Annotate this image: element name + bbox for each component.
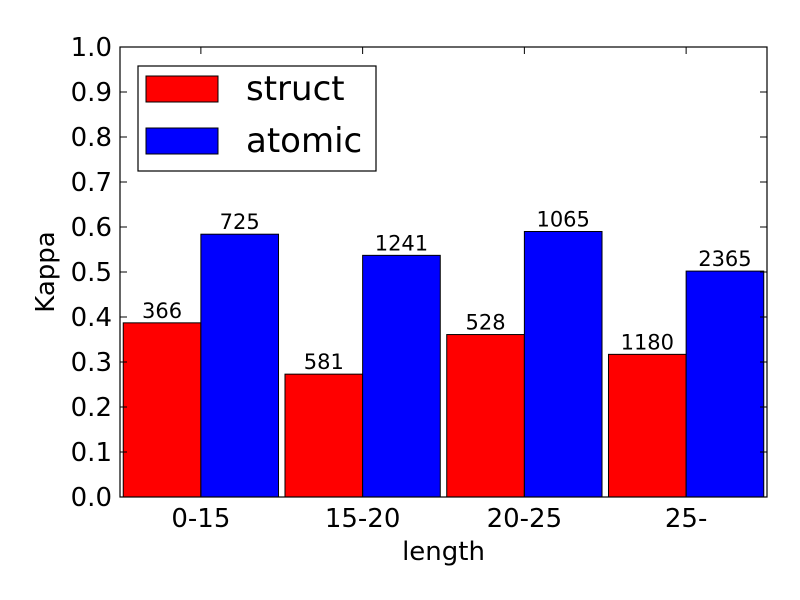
x-tick-label-20-25: 20-25: [487, 504, 563, 534]
y-tick-label: 0.3: [71, 348, 112, 378]
bar-struct-2: [446, 334, 525, 498]
bar-atomic-2: [523, 231, 603, 498]
data-label-struct-0: 366: [142, 299, 182, 323]
legend-label-struct: struct: [246, 69, 345, 109]
x-tick-label-25-: 25-: [665, 504, 707, 534]
y-tick-label: 0.1: [71, 438, 112, 468]
bars-layer: [122, 231, 765, 498]
legend: struct atomic: [137, 65, 377, 172]
data-label-struct-1: 581: [304, 350, 344, 374]
y-axis-title: Kappa: [31, 231, 61, 312]
data-label-atomic-0: 725: [220, 210, 260, 234]
y-tick-label: 0.5: [71, 258, 112, 288]
data-label-atomic-2: 1065: [536, 208, 589, 232]
y-tick-label: 0.7: [71, 168, 112, 198]
x-axis-title: length: [402, 537, 485, 567]
bar-struct-0: [122, 322, 202, 498]
bar-atomic-0: [200, 233, 280, 498]
bar-struct-1: [284, 373, 364, 498]
bar-struct-3: [607, 353, 687, 498]
bar-atomic-3: [685, 270, 765, 498]
y-tick-label: 0.0: [71, 483, 112, 513]
x-axis: 0-15 15-20 20-25 25-: [171, 47, 707, 534]
y-tick-label: 0.8: [71, 123, 112, 153]
y-tick-label: 1.0: [71, 33, 112, 63]
legend-swatch-atomic: [145, 127, 219, 155]
x-tick-label-15-20: 15-20: [325, 504, 401, 534]
legend-swatch-struct: [145, 75, 219, 103]
data-label-struct-2: 528: [466, 311, 506, 335]
data-label-atomic-3: 2365: [698, 247, 751, 271]
y-tick-label: 0.2: [71, 393, 112, 423]
data-label-atomic-1: 1241: [375, 231, 428, 255]
data-label-struct-3: 1180: [621, 330, 674, 354]
y-tick-label: 0.9: [71, 78, 112, 108]
bar-atomic-1: [362, 254, 441, 498]
data-labels-layer: 366 581 528 1180 725 1241 1065 2365: [142, 208, 752, 375]
legend-label-atomic: atomic: [246, 121, 362, 161]
x-tick-label-0-15: 0-15: [171, 504, 230, 534]
y-tick-label: 0.4: [71, 303, 112, 333]
y-axis: 0.0 0.1 0.2 0.3 0.4 0.5 0.6 0.7 0.8 0.9 1.0: [71, 33, 767, 513]
y-tick-label: 0.6: [71, 213, 112, 243]
